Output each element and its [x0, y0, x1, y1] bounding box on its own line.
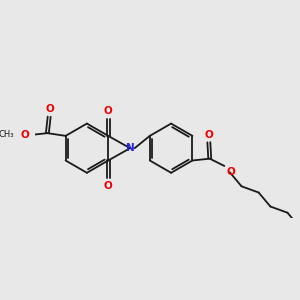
Text: O: O	[104, 181, 112, 190]
Text: O: O	[226, 167, 235, 177]
Text: CH₃: CH₃	[0, 130, 14, 140]
Text: O: O	[20, 130, 29, 140]
Text: N: N	[126, 143, 134, 153]
Text: O: O	[205, 130, 213, 140]
Text: O: O	[104, 106, 112, 116]
Text: O: O	[46, 104, 55, 114]
